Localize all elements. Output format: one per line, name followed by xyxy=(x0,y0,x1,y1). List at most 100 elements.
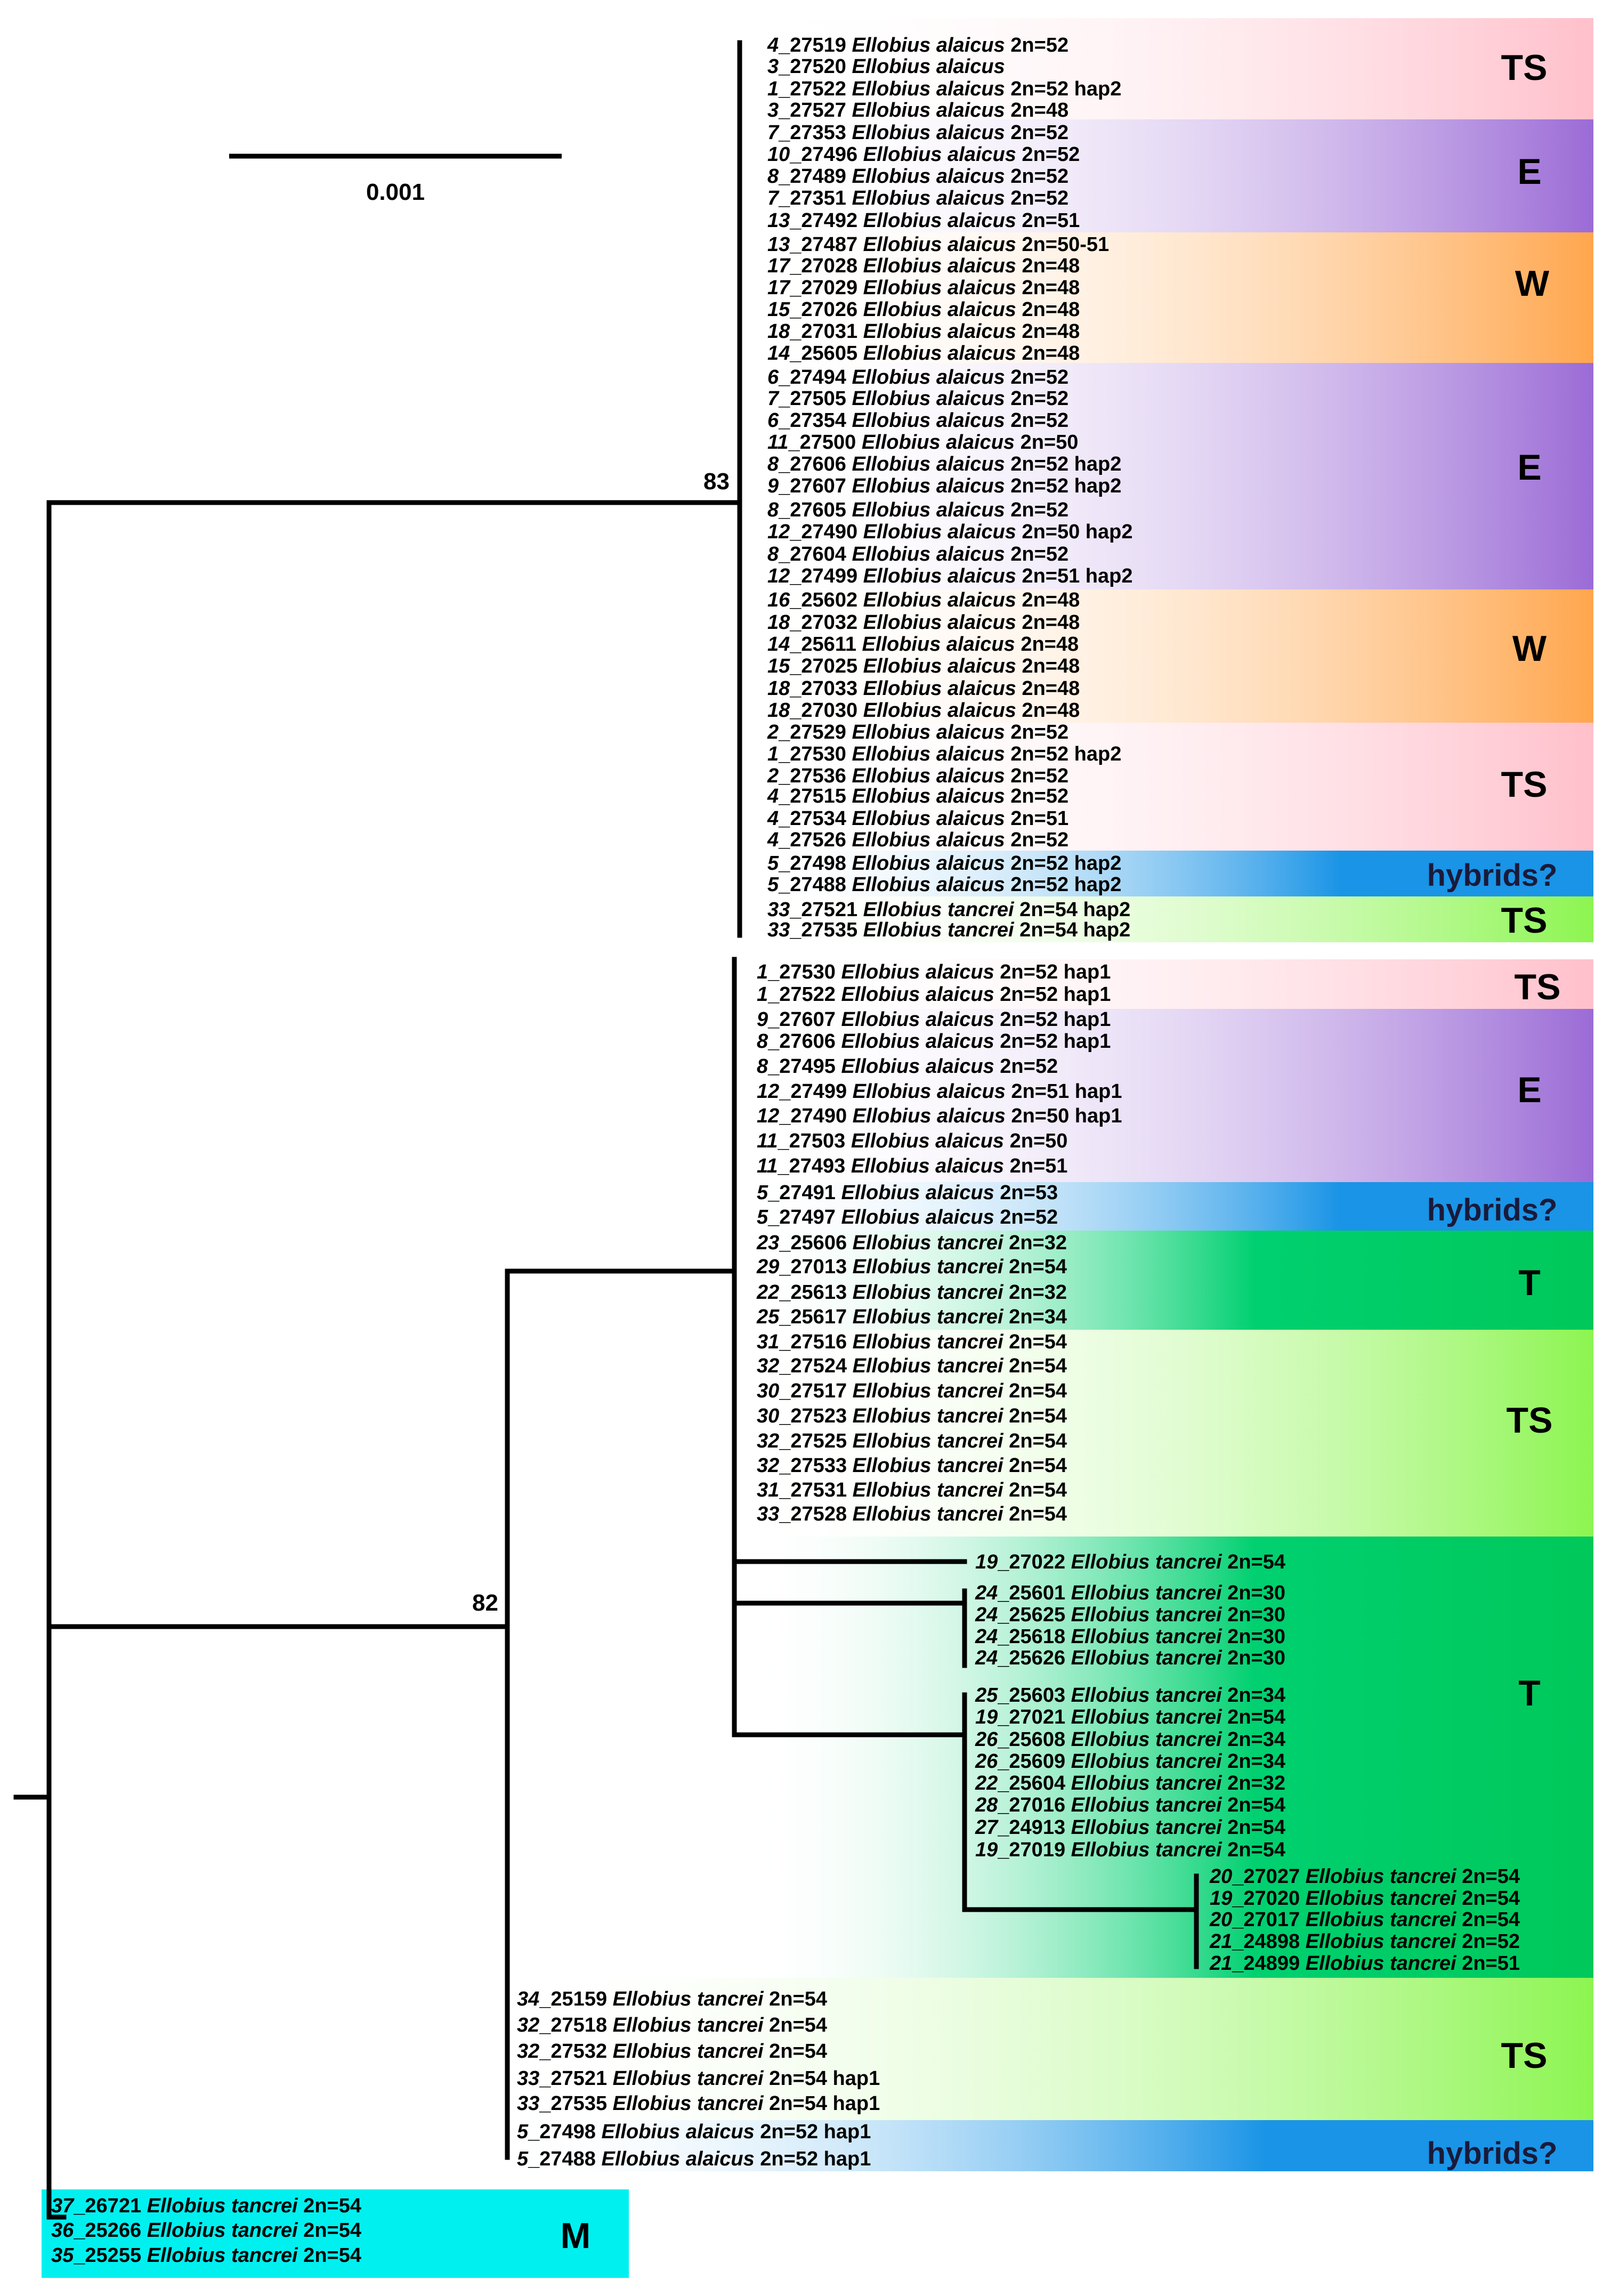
tip-label: 19_27021 Ellobius tancrei 2n=54 xyxy=(975,1706,1285,1728)
tip-label: 8_27605 Ellobius alaicus 2n=52 xyxy=(767,499,1068,521)
group-label: W xyxy=(1515,263,1550,304)
clade-bands xyxy=(42,18,1593,2278)
tip-label: 32_27532 Ellobius tancrei 2n=54 xyxy=(517,2040,827,2063)
tip-label: 12_27490 Ellobius alaicus 2n=50 hap1 xyxy=(757,1105,1122,1127)
clade-band-hybrids xyxy=(501,2120,1593,2171)
tip-label: 26_25609 Ellobius tancrei 2n=34 xyxy=(975,1750,1285,1773)
tip-label: 19_27019 Ellobius tancrei 2n=54 xyxy=(975,1839,1285,1861)
tip-label: 37_26721 Ellobius tancrei 2n=54 xyxy=(51,2195,361,2217)
tip-label: 33_27535 Ellobius tancrei 2n=54 hap1 xyxy=(517,2092,880,2115)
tip-label: 2_27529 Ellobius alaicus 2n=52 xyxy=(767,721,1068,743)
tip-label: 5_27488 Ellobius alaicus 2n=52 hap2 xyxy=(767,874,1121,896)
scale-bar: 0.001 xyxy=(229,153,562,205)
support-value-83: 83 xyxy=(703,468,730,495)
tip-label: 20_27017 Ellobius tancrei 2n=54 xyxy=(1209,1909,1520,1931)
scale-bar-label: 0.001 xyxy=(366,179,425,205)
tip-label: 32_27525 Ellobius tancrei 2n=54 xyxy=(757,1430,1067,1452)
tip-label: 24_25626 Ellobius tancrei 2n=30 xyxy=(975,1647,1285,1669)
group-label: TS xyxy=(1501,900,1548,941)
group-label: E xyxy=(1517,447,1541,488)
tip-label: 9_27607 Ellobius alaicus 2n=52 hap1 xyxy=(757,1008,1111,1031)
group-label: T xyxy=(1518,1673,1541,1713)
tip-label: 11_27500 Ellobius alaicus 2n=50 xyxy=(767,431,1078,454)
clade-band-hybrids xyxy=(751,851,1593,896)
group-label: TS xyxy=(1501,2035,1548,2076)
tip-label: 10_27496 Ellobius alaicus 2n=52 xyxy=(767,143,1080,166)
tip-label: 12_27499 Ellobius alaicus 2n=51 hap2 xyxy=(767,565,1133,587)
clade-band-ts xyxy=(746,959,1593,1009)
group-label: TS xyxy=(1507,1400,1553,1441)
tip-label: 8_27606 Ellobius alaicus 2n=52 hap1 xyxy=(757,1030,1111,1053)
group-label: TS xyxy=(1515,967,1561,1007)
tip-label: 33_27521 Ellobius tancrei 2n=54 hap1 xyxy=(517,2067,880,2090)
tip-label: 22_25604 Ellobius tancrei 2n=32 xyxy=(975,1772,1285,1794)
tip-label: 5_27497 Ellobius alaicus 2n=52 xyxy=(757,1206,1058,1228)
tip-label: 33_27521 Ellobius tancrei 2n=54 hap2 xyxy=(767,899,1130,921)
tip-label: 5_27488 Ellobius alaicus 2n=52 hap1 xyxy=(517,2148,871,2170)
tip-label: 15_27026 Ellobius alaicus 2n=48 xyxy=(767,298,1080,321)
tip-label: 17_27029 Ellobius alaicus 2n=48 xyxy=(767,277,1080,299)
tip-label: 18_27032 Ellobius alaicus 2n=48 xyxy=(767,611,1080,634)
tip-label: 7_27351 Ellobius alaicus 2n=52 xyxy=(767,187,1068,209)
group-label: E xyxy=(1517,151,1541,192)
tip-label: 8_27495 Ellobius alaicus 2n=52 xyxy=(757,1055,1058,1078)
tip-label: 25_25617 Ellobius tancrei 2n=34 xyxy=(756,1306,1067,1328)
tip-label: 3_27520 Ellobius alaicus xyxy=(767,55,1005,78)
tip-label: 34_25159 Ellobius tancrei 2n=54 xyxy=(517,1988,827,2010)
tip-label: 6_27494 Ellobius alaicus 2n=52 xyxy=(767,366,1068,389)
tip-label: 5_27498 Ellobius alaicus 2n=52 hap2 xyxy=(767,852,1121,875)
tip-label: 36_25266 Ellobius tancrei 2n=54 xyxy=(51,2219,361,2242)
tip-label: 22_25613 Ellobius tancrei 2n=32 xyxy=(756,1281,1067,1304)
tip-label: 1_27522 Ellobius alaicus 2n=52 hap1 xyxy=(757,983,1111,1006)
group-label: TS xyxy=(1501,764,1548,805)
tip-label: 31_27531 Ellobius tancrei 2n=54 xyxy=(757,1479,1067,1501)
tip-label: 4_27519 Ellobius alaicus 2n=52 xyxy=(767,34,1068,56)
tip-label: 30_27517 Ellobius tancrei 2n=54 xyxy=(757,1380,1067,1402)
tip-label: 18_27033 Ellobius alaicus 2n=48 xyxy=(767,677,1080,700)
group-label: T xyxy=(1518,1263,1541,1303)
clade-band-ts xyxy=(751,18,1593,119)
clade-band-ts-green xyxy=(501,1978,1593,2120)
tip-label: 11_27493 Ellobius alaicus 2n=51 xyxy=(757,1155,1067,1177)
clade-band-t xyxy=(746,1537,1593,1978)
tip-label: 1_27530 Ellobius alaicus 2n=52 hap1 xyxy=(757,961,1111,983)
tip-label: 12_27499 Ellobius alaicus 2n=51 hap1 xyxy=(757,1080,1122,1103)
clade-band-e xyxy=(751,363,1593,589)
clade-band-e xyxy=(751,119,1593,232)
tip-label: 18_27031 Ellobius alaicus 2n=48 xyxy=(767,320,1080,343)
tip-label: 13_27487 Ellobius alaicus 2n=50-51 xyxy=(767,233,1109,256)
clade-band-ts-green xyxy=(746,1330,1593,1537)
clade-band-m xyxy=(42,2189,629,2278)
tip-label: 30_27523 Ellobius tancrei 2n=54 xyxy=(757,1405,1067,1427)
tip-label: 32_27524 Ellobius tancrei 2n=54 xyxy=(757,1355,1067,1377)
group-label: hybrids? xyxy=(1427,2136,1558,2171)
group-label: hybrids? xyxy=(1427,1193,1558,1227)
clade-band-w xyxy=(751,232,1593,363)
tip-label: 21_24898 Ellobius tancrei 2n=52 xyxy=(1209,1930,1520,1953)
tip-label: 32_27533 Ellobius tancrei 2n=54 xyxy=(757,1454,1067,1477)
tip-label: 7_27353 Ellobius alaicus 2n=52 xyxy=(767,122,1068,144)
tip-label: 23_25606 Ellobius tancrei 2n=32 xyxy=(756,1232,1067,1254)
tree-branches xyxy=(13,40,1199,2220)
tip-label: 31_27516 Ellobius tancrei 2n=54 xyxy=(757,1331,1067,1353)
tip-label: 4_27526 Ellobius alaicus 2n=52 xyxy=(767,829,1068,851)
tip-label: 6_27354 Ellobius alaicus 2n=52 xyxy=(767,409,1068,432)
tip-label: 3_27527 Ellobius alaicus 2n=48 xyxy=(767,99,1068,122)
tip-label: 5_27498 Ellobius alaicus 2n=52 hap1 xyxy=(517,2121,871,2143)
tip-label: 24_25601 Ellobius tancrei 2n=30 xyxy=(975,1582,1285,1604)
tip-label: 29_27013 Ellobius tancrei 2n=54 xyxy=(756,1256,1067,1278)
tip-label: 25_25603 Ellobius tancrei 2n=34 xyxy=(975,1684,1285,1707)
tip-label: 8_27604 Ellobius alaicus 2n=52 xyxy=(767,543,1068,565)
tip-label: 13_27492 Ellobius alaicus 2n=51 xyxy=(767,209,1080,232)
tip-label: 1_27522 Ellobius alaicus 2n=52 hap2 xyxy=(767,78,1121,100)
tip-label: 20_27027 Ellobius tancrei 2n=54 xyxy=(1209,1865,1520,1888)
tip-label: 2_27536 Ellobius alaicus 2n=52 xyxy=(767,765,1068,787)
tip-labels: 4_27519 Ellobius alaicus 2n=523_27520 El… xyxy=(51,34,1520,2267)
tip-label: 24_25625 Ellobius tancrei 2n=30 xyxy=(975,1604,1285,1626)
tip-label: 7_27505 Ellobius alaicus 2n=52 xyxy=(767,387,1068,410)
tip-label: 8_27489 Ellobius alaicus 2n=52 xyxy=(767,165,1068,188)
tip-label: 4_27534 Ellobius alaicus 2n=51 xyxy=(767,807,1068,830)
clade-band-ts-green xyxy=(751,896,1593,942)
tip-label: 14_25605 Ellobius alaicus 2n=48 xyxy=(767,342,1080,365)
